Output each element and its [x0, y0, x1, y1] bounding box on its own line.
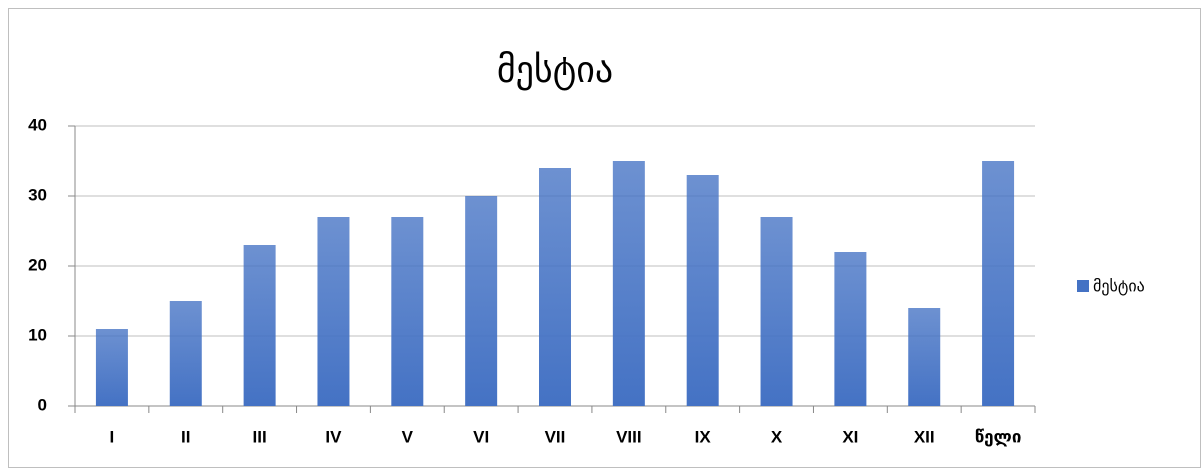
y-tick-label: 10 — [28, 325, 47, 344]
bar — [169, 301, 202, 406]
bar — [95, 329, 128, 406]
bar — [317, 217, 350, 406]
bar — [391, 217, 424, 406]
x-tick-label: I — [110, 427, 115, 446]
x-tick-label: XI — [842, 427, 858, 446]
bar — [612, 161, 645, 406]
bar — [834, 252, 867, 406]
x-tick-label: II — [181, 427, 190, 446]
bar — [908, 308, 941, 406]
bar — [982, 161, 1015, 406]
y-tick-label: 0 — [38, 395, 47, 414]
bar — [686, 175, 719, 406]
bar — [539, 168, 571, 406]
x-tick-label: VI — [473, 427, 489, 446]
x-tick-label: III — [253, 427, 267, 446]
legend-swatch — [1077, 280, 1089, 292]
x-tick-label: IX — [695, 427, 712, 446]
x-tick-label: VIII — [616, 427, 642, 446]
y-tick-label: 30 — [28, 185, 47, 204]
bar — [243, 245, 276, 406]
y-tick-label: 20 — [28, 255, 47, 274]
bar — [465, 196, 498, 406]
y-tick-label: 40 — [28, 115, 47, 134]
x-tick-label: V — [402, 427, 414, 446]
x-tick-label: XII — [914, 427, 935, 446]
x-tick-label: X — [771, 427, 783, 446]
x-tick-label: VII — [545, 427, 566, 446]
chart-title: მესტია — [497, 50, 613, 91]
x-tick-label: წელი — [975, 427, 1022, 446]
bar — [760, 217, 793, 406]
legend-label: მესტია — [1093, 277, 1145, 296]
x-tick-label: IV — [325, 427, 342, 446]
